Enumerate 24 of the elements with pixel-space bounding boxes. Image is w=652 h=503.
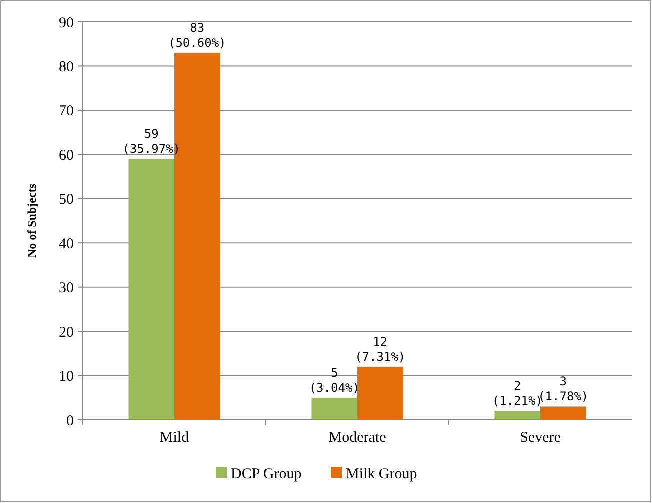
x-tick-label: Severe (520, 430, 562, 446)
y-tick-label: 70 (59, 104, 74, 120)
legend-label: Milk Group (346, 466, 418, 482)
bar (358, 366, 404, 420)
y-tick-label: 20 (59, 324, 74, 341)
y-tick-label: 40 (59, 236, 74, 252)
y-tick-label: 50 (59, 192, 74, 208)
y-tick-label: 90 (59, 15, 74, 32)
bar (540, 406, 586, 420)
x-tick-label: Moderate (328, 430, 387, 446)
y-tick-label: 60 (59, 148, 74, 164)
data-label: 83 (50.60%) (168, 20, 226, 50)
y-axis-title: No of Subjects (25, 184, 39, 258)
legend-label: DCP Group (231, 466, 302, 482)
bar (312, 398, 358, 420)
y-tick-label: 80 (59, 59, 74, 76)
data-label: 5 (3.04%) (309, 366, 360, 395)
bar (128, 159, 174, 420)
y-tick-label: 10 (59, 369, 74, 386)
y-tick-label: 30 (59, 280, 74, 297)
y-tick-label: 0 (66, 413, 74, 430)
x-tick-label: Mild (160, 430, 190, 446)
data-label: 12 (7.31%) (355, 334, 406, 364)
bar (494, 411, 540, 420)
